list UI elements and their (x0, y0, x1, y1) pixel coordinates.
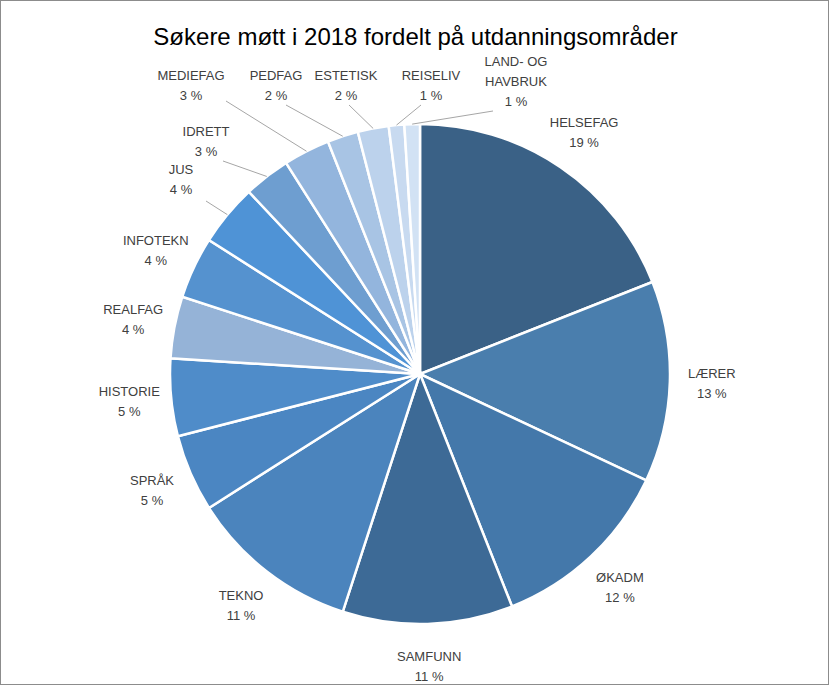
svg-text:SAMFUNN11 %: SAMFUNN11 % (397, 648, 461, 683)
svg-text:IDRETT3 %: IDRETT3 % (183, 124, 230, 159)
svg-text:REISELIV1 %: REISELIV1 % (402, 68, 461, 103)
svg-text:HELSEFAG19 %: HELSEFAG19 % (550, 115, 619, 150)
svg-text:SPRÅK5 %: SPRÅK5 % (130, 472, 174, 507)
svg-text:ØKADM12 %: ØKADM12 % (596, 569, 644, 604)
svg-text:LAND- OGHAVBRUK1 %: LAND- OGHAVBRUK1 % (485, 54, 548, 109)
svg-text:PEDFAG2 %: PEDFAG2 % (250, 68, 303, 103)
svg-text:MEDIEFAG3 %: MEDIEFAG3 % (157, 68, 224, 103)
html-text:Søkere møtt i 2018 fordelt på: Søkere møtt i 2018 fordelt på utdannings… (153, 23, 678, 50)
svg-text:LÆRER13 %: LÆRER13 % (688, 366, 736, 401)
svg-text:TEKNO11 %: TEKNO11 % (219, 587, 264, 622)
svg-text:INFOTEKN4 %: INFOTEKN4 % (123, 232, 189, 267)
svg-text:JUS4 %: JUS4 % (169, 162, 194, 197)
svg-text:ESTETISK2 %: ESTETISK2 % (315, 68, 378, 103)
svg-text:REALFAG4 %: REALFAG4 % (103, 302, 163, 337)
svg-text:HISTORIE5 %: HISTORIE5 % (99, 384, 160, 419)
